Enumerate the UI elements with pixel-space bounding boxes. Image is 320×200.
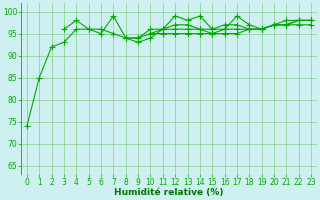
X-axis label: Humidité relative (%): Humidité relative (%) — [114, 188, 224, 197]
